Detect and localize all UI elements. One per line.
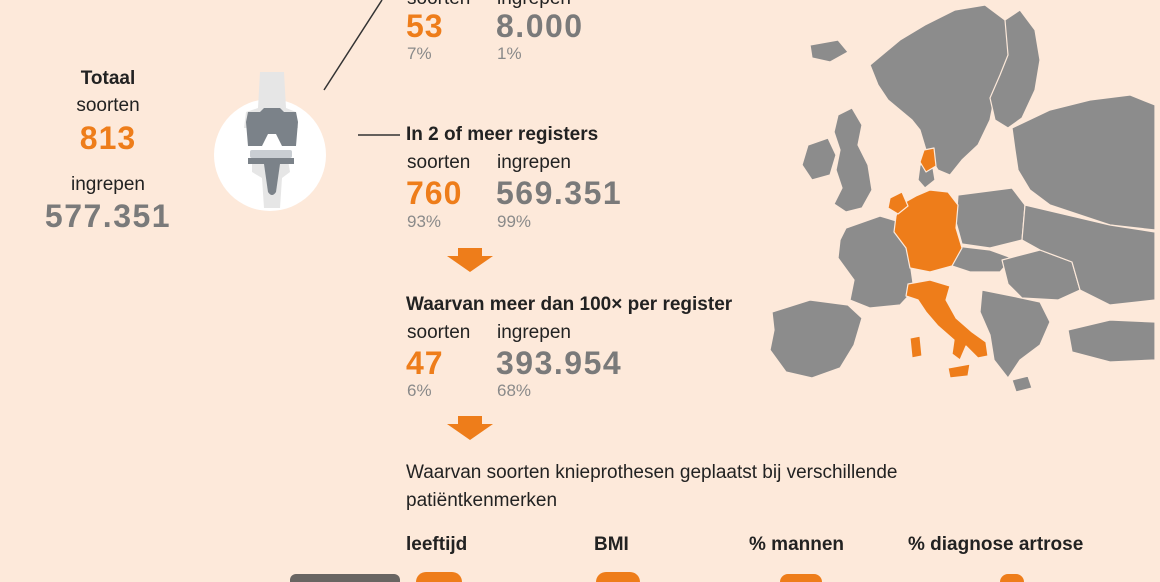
meer-dan-100-soorten-label: soorten bbox=[407, 322, 471, 343]
column-header-diagnose-artrose: % diagnose artrose bbox=[908, 534, 1084, 555]
cut-off-label bbox=[290, 574, 400, 582]
top-ingrepen-value: 8.000 bbox=[496, 8, 584, 44]
totaal-soorten-value: 813 bbox=[79, 120, 137, 156]
kenmerken-heading-line2: patiëntkenmerken bbox=[406, 490, 558, 511]
arrow-down-icon bbox=[447, 248, 493, 272]
arrow-down-icon bbox=[447, 416, 493, 440]
meer-registers-ingrepen-label: ingrepen bbox=[497, 152, 571, 173]
top-soorten-label: soorten bbox=[407, 0, 470, 10]
meer-registers-soorten-label: soorten bbox=[407, 152, 471, 173]
meer-registers-ingrepen-pct: 99% bbox=[497, 212, 532, 231]
kenmerken-heading-line1: Waarvan soorten knieprothesen geplaatst … bbox=[406, 462, 898, 483]
knee-prosthesis-icon bbox=[214, 0, 400, 211]
top-ingrepen-label: ingrepen bbox=[497, 0, 571, 10]
totaal-ingrepen-value: 577.351 bbox=[44, 198, 172, 234]
meer-registers-soorten-value: 760 bbox=[406, 175, 463, 211]
column-header-leeftijd: leeftijd bbox=[406, 534, 468, 555]
meer-dan-100-ingrepen-pct: 68% bbox=[497, 381, 532, 400]
cut-off-value bbox=[596, 572, 640, 582]
meer-dan-100-ingrepen-label: ingrepen bbox=[497, 322, 571, 343]
meer-dan-100-soorten-pct: 6% bbox=[407, 381, 432, 400]
column-header-bmi: BMI bbox=[594, 534, 629, 555]
column-header-mannen: % mannen bbox=[749, 534, 845, 555]
top-ingrepen-pct: 1% bbox=[497, 44, 522, 63]
meer-dan-100-soorten-value: 47 bbox=[406, 345, 444, 381]
cut-off-value bbox=[780, 574, 822, 582]
top-soorten-value: 53 bbox=[406, 8, 444, 44]
top-soorten-pct: 7% bbox=[407, 44, 432, 63]
totaal-soorten-label: soorten bbox=[76, 95, 140, 116]
totaal-ingrepen-label: ingrepen bbox=[71, 174, 145, 195]
meer-registers-soorten-pct: 93% bbox=[407, 212, 442, 231]
meer-registers-ingrepen-value: 569.351 bbox=[496, 175, 623, 211]
meer-registers-heading: In 2 of meer registers bbox=[406, 124, 599, 145]
meer-dan-100-heading: Waarvan meer dan 100× per register bbox=[406, 294, 733, 315]
cut-off-value bbox=[1000, 574, 1024, 582]
cut-off-value bbox=[416, 572, 462, 582]
europe-map bbox=[769, 4, 1156, 393]
meer-dan-100-ingrepen-value: 393.954 bbox=[496, 345, 623, 381]
totaal-heading: Totaal bbox=[80, 68, 136, 89]
